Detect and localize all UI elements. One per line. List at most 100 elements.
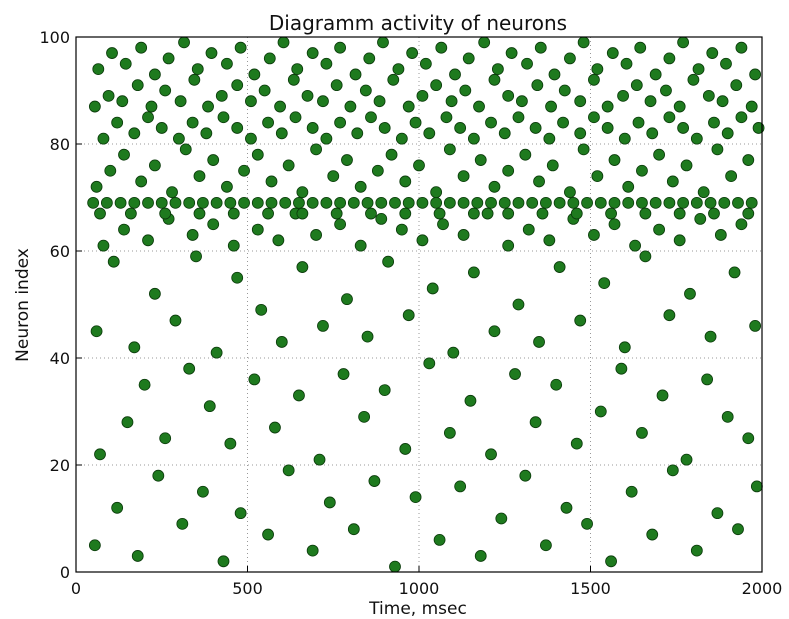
spike-point <box>310 229 323 241</box>
spike-point <box>708 207 720 220</box>
spike-point <box>636 426 648 439</box>
spike-point <box>433 534 446 546</box>
spike-point <box>634 41 647 54</box>
spike-point <box>594 196 607 209</box>
spike-point <box>588 229 600 241</box>
spike-point <box>251 148 264 161</box>
spike-point <box>378 122 391 134</box>
spike-point <box>118 223 130 236</box>
spike-point <box>591 170 604 183</box>
spike-point <box>485 448 497 461</box>
spike-point <box>605 555 617 568</box>
spike-point <box>361 330 374 343</box>
y-tick-label: 80 <box>50 135 70 154</box>
spike-point <box>102 89 115 102</box>
spike-point <box>317 319 329 332</box>
spike-point <box>193 170 206 183</box>
spike-point <box>636 164 648 177</box>
spike-point <box>183 362 196 375</box>
spike-point <box>323 496 336 509</box>
spike-point <box>742 432 755 445</box>
spike-point <box>449 68 461 81</box>
spike-point <box>730 79 743 92</box>
spike-point <box>155 122 168 134</box>
spike-point <box>402 309 415 322</box>
spike-point <box>97 239 110 252</box>
spike-point <box>224 196 237 209</box>
spike-point <box>361 196 374 209</box>
spike-point <box>327 170 340 183</box>
spike-point <box>131 550 144 562</box>
spike-point <box>577 143 590 156</box>
spike-point <box>495 512 508 525</box>
spike-point <box>178 36 190 49</box>
spike-point <box>188 73 201 86</box>
spike-point <box>423 357 436 370</box>
spike-point <box>536 207 549 220</box>
spike-point <box>529 416 542 429</box>
spike-point <box>275 336 288 348</box>
spike-point <box>742 154 755 166</box>
spike-point <box>176 517 189 530</box>
spike-point <box>608 154 621 166</box>
spike-point <box>320 132 333 145</box>
spike-point <box>359 84 372 97</box>
spike-point <box>608 196 621 209</box>
spike-point <box>663 309 676 322</box>
spike-point <box>512 111 525 124</box>
spike-point <box>704 330 717 343</box>
spike-point <box>215 89 228 102</box>
spike-point <box>320 57 333 70</box>
spike-point <box>94 207 106 220</box>
spike-point <box>238 164 250 177</box>
spike-point <box>172 132 185 145</box>
spike-point <box>395 132 408 145</box>
spike-point <box>162 52 175 65</box>
spike-point <box>690 196 703 209</box>
spike-point <box>416 234 429 247</box>
spike-point <box>245 132 257 145</box>
spike-point <box>673 100 686 113</box>
spike-point <box>716 95 729 108</box>
spike-point <box>282 159 295 172</box>
spike-point <box>629 239 641 252</box>
spike-point <box>474 154 487 166</box>
spike-point <box>320 196 333 209</box>
spike-point <box>498 196 511 209</box>
spike-point <box>735 41 748 54</box>
spike-point <box>88 539 101 552</box>
spike-point <box>419 57 432 70</box>
spike-point <box>148 68 161 81</box>
spike-point <box>200 127 213 140</box>
spike-point <box>375 196 388 209</box>
y-tick-label: 0 <box>60 563 70 582</box>
spike-point <box>97 132 110 145</box>
spike-point <box>706 47 719 59</box>
y-tick-label: 60 <box>50 242 70 261</box>
spike-point <box>152 469 165 482</box>
spike-point <box>190 250 202 263</box>
spike-point <box>197 196 209 209</box>
spike-point <box>306 47 319 59</box>
spike-point <box>145 100 158 113</box>
spike-point <box>677 36 690 49</box>
spike-point <box>445 95 458 108</box>
spike-point <box>207 218 220 231</box>
spike-point <box>663 52 676 65</box>
spike-point <box>375 212 388 225</box>
spike-point <box>265 175 278 188</box>
spike-point <box>718 196 731 209</box>
spike-point <box>462 52 475 65</box>
spike-point <box>248 373 261 386</box>
spike-point <box>90 180 103 193</box>
spike-point <box>334 116 347 129</box>
spike-point <box>118 148 130 161</box>
spike-point <box>474 550 487 562</box>
spike-point <box>502 207 515 220</box>
spike-point <box>564 186 576 199</box>
spike-point <box>245 95 257 108</box>
y-tick-label: 100 <box>39 28 70 47</box>
spike-point <box>296 207 309 220</box>
spike-point <box>221 57 233 70</box>
spike-point <box>677 122 690 134</box>
